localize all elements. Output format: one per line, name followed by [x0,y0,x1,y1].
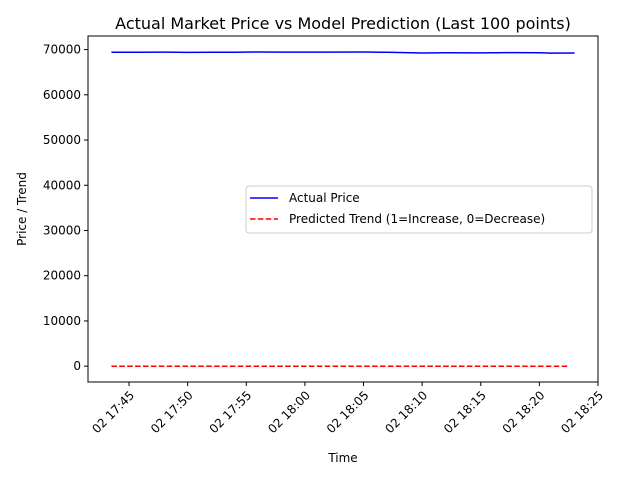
y-tick-label: 50000 [43,133,81,147]
chart-title: Actual Market Price vs Model Prediction … [115,14,571,33]
legend-label-actual-price: Actual Price [289,191,360,205]
x-tick-label: 02 18:05 [324,388,372,436]
x-tick-label: 02 18:15 [441,388,489,436]
x-tick-label: 02 18:25 [558,388,606,436]
y-axis-label: Price / Trend [15,172,29,246]
y-tick-label: 10000 [43,314,81,328]
y-tick-label: 60000 [43,88,81,102]
x-tick-label: 02 17:45 [89,388,137,436]
x-tick-label: 02 18:00 [265,388,313,436]
plot-area [87,35,599,383]
x-tick-label: 02 17:50 [148,388,196,436]
legend-box [245,185,593,234]
x-tick-label: 02 18:20 [500,388,548,436]
y-tick-label: 40000 [43,178,81,192]
y-tick-label: 0 [73,359,81,373]
legend: Actual Price Predicted Trend (1=Increase… [245,185,593,234]
x-tick-label: 02 17:55 [207,388,255,436]
y-tick-label: 20000 [43,269,81,283]
series-line-actual-price [111,51,575,54]
x-tick-label: 02 18:10 [382,388,430,436]
y-tick-label: 70000 [43,43,81,57]
x-axis-label: Time [327,451,357,465]
y-tick-label: 30000 [43,223,81,237]
legend-label-predicted-trend: Predicted Trend (1=Increase, 0=Decrease) [289,212,545,226]
